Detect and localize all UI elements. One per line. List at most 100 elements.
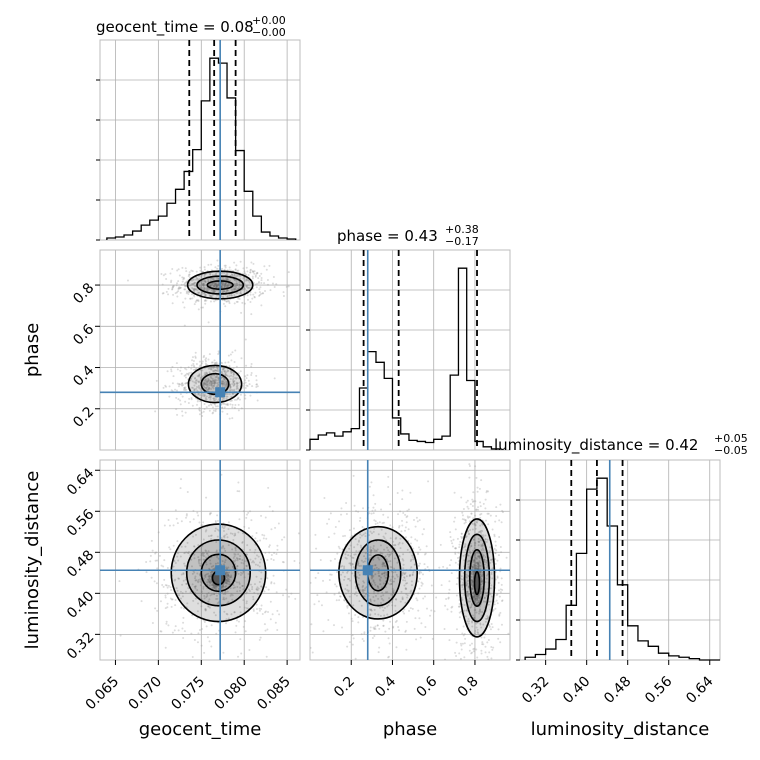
sample-point bbox=[211, 377, 214, 380]
sample-point bbox=[458, 652, 461, 655]
sample-point bbox=[169, 272, 172, 275]
sample-point bbox=[223, 397, 226, 400]
sample-point bbox=[251, 561, 254, 564]
sample-point bbox=[210, 571, 213, 574]
sample-point bbox=[470, 586, 473, 589]
sample-point bbox=[197, 632, 200, 635]
sample-point bbox=[497, 581, 500, 584]
sample-point bbox=[246, 385, 249, 388]
sample-point bbox=[183, 386, 186, 389]
sample-point bbox=[204, 608, 207, 611]
sample-point bbox=[196, 299, 199, 302]
sample-point bbox=[494, 552, 497, 555]
sample-point bbox=[378, 575, 381, 578]
sample-point bbox=[203, 382, 206, 385]
sample-point bbox=[464, 519, 467, 522]
sample-point bbox=[455, 641, 458, 644]
sample-point bbox=[220, 575, 223, 578]
sample-point bbox=[376, 548, 379, 551]
sample-point bbox=[192, 509, 195, 512]
sample-point bbox=[474, 583, 477, 586]
sample-point bbox=[409, 542, 412, 545]
sample-point bbox=[216, 366, 219, 369]
sample-point bbox=[200, 396, 203, 399]
sample-point bbox=[197, 299, 200, 302]
sample-point bbox=[261, 292, 264, 295]
sample-point bbox=[268, 545, 271, 548]
sample-point bbox=[208, 576, 211, 579]
sample-point bbox=[486, 512, 489, 515]
sample-point bbox=[214, 579, 217, 582]
sample-point bbox=[222, 368, 225, 371]
sample-point bbox=[258, 561, 261, 564]
sample-point bbox=[214, 575, 217, 578]
sample-point bbox=[228, 375, 231, 378]
sample-point bbox=[209, 579, 212, 582]
sample-point bbox=[202, 383, 205, 386]
sample-point bbox=[178, 383, 181, 386]
sample-point bbox=[474, 523, 477, 526]
sample-point bbox=[225, 579, 228, 582]
sample-point bbox=[245, 600, 248, 603]
sample-point bbox=[473, 616, 476, 619]
sample-point bbox=[374, 549, 377, 552]
sample-point bbox=[214, 282, 217, 285]
sample-point bbox=[209, 580, 212, 583]
sample-point bbox=[192, 362, 195, 365]
sample-point bbox=[382, 562, 385, 565]
sample-point bbox=[203, 367, 206, 370]
sample-point bbox=[459, 642, 462, 645]
sample-point bbox=[202, 558, 205, 561]
sample-point bbox=[191, 380, 194, 383]
sample-point bbox=[215, 578, 218, 581]
sample-point bbox=[227, 521, 230, 524]
hist-phase-frame bbox=[309, 249, 511, 451]
sample-point bbox=[470, 545, 473, 548]
sample-point bbox=[475, 583, 478, 586]
sample-point bbox=[485, 491, 488, 494]
sample-point bbox=[477, 595, 480, 598]
sample-point bbox=[475, 589, 478, 592]
sample-point bbox=[417, 609, 420, 612]
sample-point bbox=[204, 382, 207, 385]
sample-point bbox=[215, 580, 218, 583]
sample-point bbox=[495, 594, 498, 597]
sample-point bbox=[418, 572, 421, 575]
sample-point bbox=[328, 578, 331, 581]
sample-point bbox=[372, 558, 375, 561]
sample-point bbox=[227, 580, 230, 583]
sample-point bbox=[214, 289, 217, 292]
sample-point bbox=[473, 564, 476, 567]
sample-point bbox=[358, 600, 361, 603]
sample-point bbox=[484, 600, 487, 603]
sample-point bbox=[242, 625, 245, 628]
sample-point bbox=[391, 566, 394, 569]
sample-point bbox=[217, 579, 220, 582]
sample-point bbox=[220, 579, 223, 582]
sample-point bbox=[374, 502, 377, 505]
sample-point bbox=[403, 584, 406, 587]
sample-point bbox=[381, 561, 384, 564]
sample-point bbox=[225, 281, 228, 284]
sample-point bbox=[476, 580, 479, 583]
sample-point bbox=[478, 564, 481, 567]
sample-point bbox=[215, 283, 218, 286]
sample-point bbox=[338, 599, 341, 602]
sample-point bbox=[150, 539, 153, 542]
sample-point bbox=[188, 397, 191, 400]
sample-point bbox=[226, 582, 229, 585]
sample-point bbox=[397, 629, 400, 632]
sample-point bbox=[205, 596, 208, 599]
sample-point bbox=[209, 582, 212, 585]
sample-point bbox=[217, 282, 220, 285]
sample-point bbox=[154, 607, 157, 610]
sample-point bbox=[404, 513, 407, 516]
sample-point bbox=[217, 398, 220, 401]
sample-point bbox=[347, 612, 350, 615]
sample-point bbox=[363, 589, 366, 592]
sample-point bbox=[213, 290, 216, 293]
sample-point bbox=[239, 555, 242, 558]
sample-point bbox=[235, 264, 238, 267]
sample-point bbox=[473, 567, 476, 570]
sample-point bbox=[214, 614, 217, 617]
